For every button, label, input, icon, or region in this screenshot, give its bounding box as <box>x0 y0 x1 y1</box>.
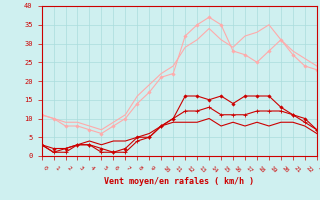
X-axis label: Vent moyen/en rafales ( km/h ): Vent moyen/en rafales ( km/h ) <box>104 177 254 186</box>
